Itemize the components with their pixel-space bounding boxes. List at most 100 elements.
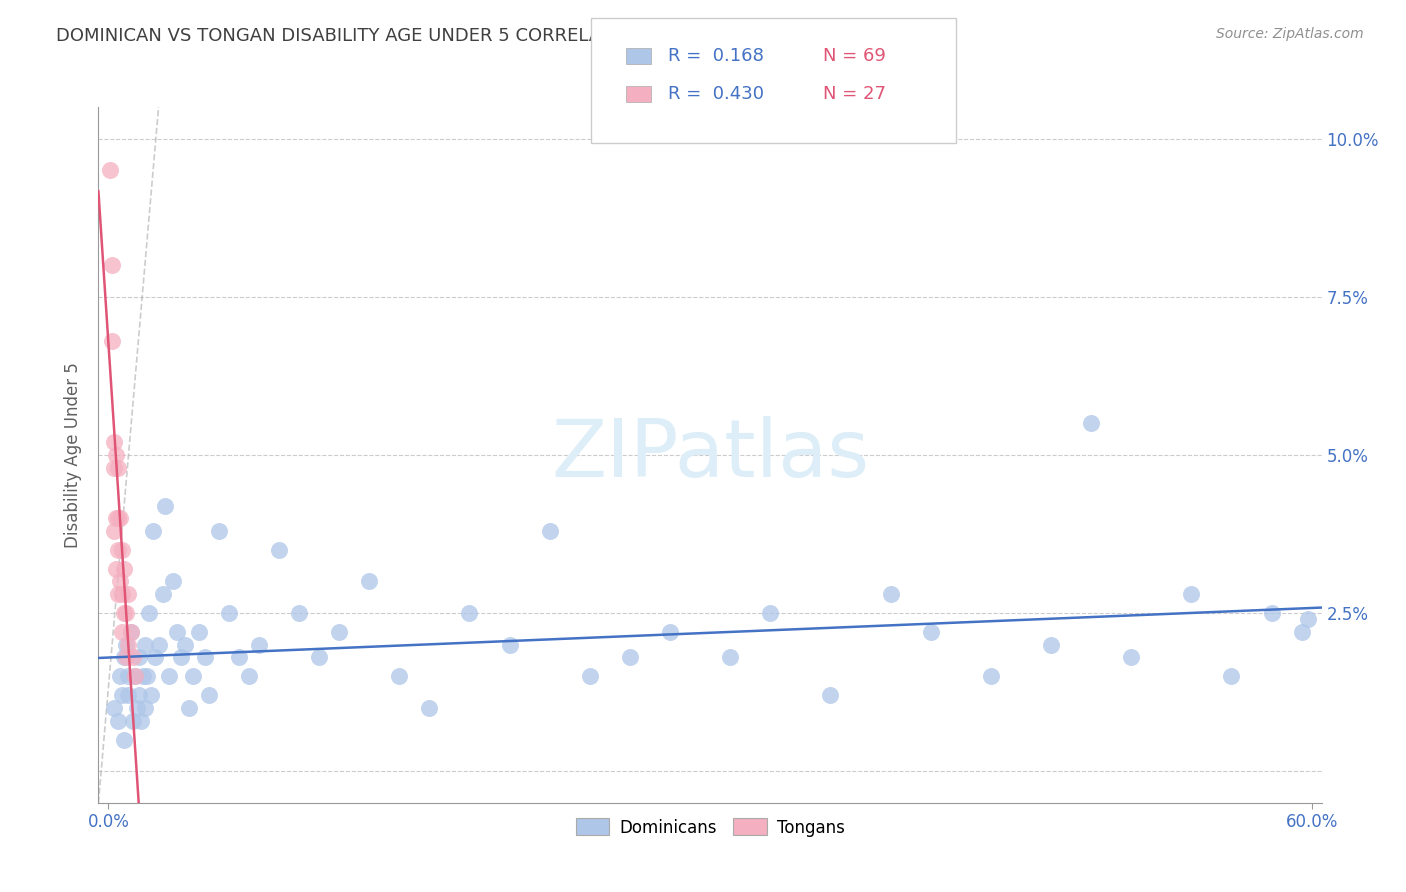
Point [107,511,129,525]
Point [101,334,124,348]
Point [388,669,411,683]
Point [124,669,146,683]
Point [153,499,176,513]
Point [117,587,139,601]
Point [980,669,1002,683]
Point [128,688,150,702]
Point [194,650,217,665]
Point [115,638,138,652]
Point [114,606,136,620]
Y-axis label: Disability Age Under 5: Disability Age Under 5 [65,362,83,548]
Point [111,688,134,702]
Point [162,574,184,589]
Point [267,542,290,557]
Point [139,688,162,702]
Point [103,435,125,450]
Point [100,163,122,178]
Point [759,606,782,620]
Point [107,587,129,601]
Point [208,524,231,538]
Point [138,606,160,620]
Point [101,258,124,272]
Point [247,638,270,652]
Point [578,669,600,683]
Point [308,650,330,665]
Point [498,638,520,652]
Point [111,587,134,601]
Point [107,542,129,557]
Point [1220,669,1243,683]
Point [166,625,188,640]
Point [173,638,195,652]
Point [105,448,128,462]
Point [107,460,129,475]
Text: R =  0.168: R = 0.168 [668,47,763,65]
Point [134,701,156,715]
Point [197,688,219,702]
Text: R =  0.430: R = 0.430 [668,85,763,103]
Point [135,669,157,683]
Point [718,650,741,665]
Legend: Dominicans, Tongans: Dominicans, Tongans [569,812,851,843]
Point [110,669,132,683]
Point [359,574,381,589]
Point [128,650,150,665]
Point [458,606,481,620]
Point [148,638,170,652]
Text: Source: ZipAtlas.com: Source: ZipAtlas.com [1216,27,1364,41]
Point [1080,417,1102,431]
Point [328,625,350,640]
Point [110,574,132,589]
Point [1180,587,1202,601]
Point [152,587,174,601]
Point [1039,638,1062,652]
Point [103,524,125,538]
Point [121,650,143,665]
Text: N = 69: N = 69 [823,47,886,65]
Point [107,714,129,728]
Point [157,669,180,683]
Point [879,587,901,601]
Point [418,701,440,715]
Point [114,650,136,665]
Point [177,701,200,715]
Point [228,650,250,665]
Point [115,606,138,620]
Point [115,650,138,665]
Point [181,669,204,683]
Point [103,701,125,715]
Point [187,625,209,640]
Text: DOMINICAN VS TONGAN DISABILITY AGE UNDER 5 CORRELATION CHART: DOMINICAN VS TONGAN DISABILITY AGE UNDER… [56,27,710,45]
Point [131,669,153,683]
Point [105,562,128,576]
Point [129,714,152,728]
Point [288,606,311,620]
Point [125,701,148,715]
Point [1260,606,1282,620]
Point [111,625,134,640]
Point [110,511,132,525]
Point [120,625,142,640]
Point [238,669,260,683]
Point [218,606,240,620]
Point [538,524,561,538]
Point [1121,650,1143,665]
Point [619,650,641,665]
Point [111,542,134,557]
Point [820,688,842,702]
Point [105,511,128,525]
Point [169,650,191,665]
Point [1291,625,1313,640]
Point [114,562,136,576]
Point [121,714,143,728]
Point [124,669,146,683]
Point [103,460,125,475]
Point [1296,612,1319,626]
Point [120,625,142,640]
Point [117,669,139,683]
Point [658,625,681,640]
Point [117,688,139,702]
Point [134,638,156,652]
Point [143,650,166,665]
Point [117,638,139,652]
